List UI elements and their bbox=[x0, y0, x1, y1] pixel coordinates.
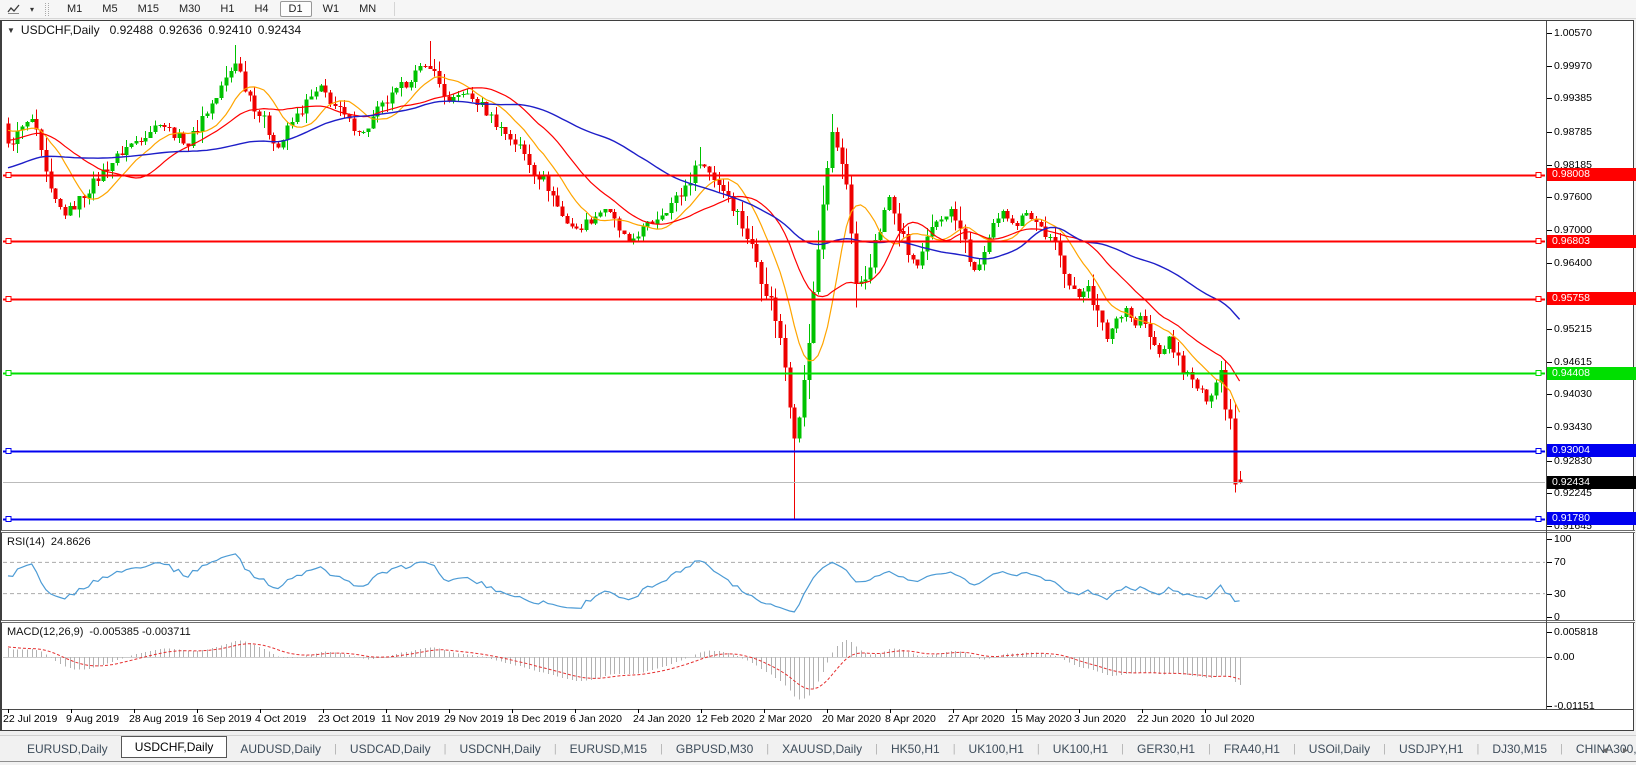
chart-tab-hk50-h1[interactable]: HK50,H1 bbox=[890, 741, 940, 756]
chart-tab-fra40-h1[interactable]: FRA40,H1 bbox=[1223, 741, 1280, 756]
chart-tab-china300-h4[interactable]: CHINA300,H4 bbox=[1575, 741, 1636, 756]
tabs-prev-icon[interactable]: ◄ bbox=[1600, 744, 1610, 755]
chart-tab-usdcad-daily[interactable]: USDCAD,Daily bbox=[349, 741, 431, 756]
timeframe-button-d1[interactable]: D1 bbox=[279, 1, 312, 17]
chart-tab-eurusd-daily[interactable]: EURUSD,Daily bbox=[27, 741, 108, 756]
tab-separator: | bbox=[1208, 742, 1211, 755]
tab-separator: | bbox=[443, 742, 447, 755]
candles bbox=[6, 40, 1243, 519]
rsi-plot bbox=[3, 553, 1545, 613]
chart-tab-ger30-h1[interactable]: GER30,H1 bbox=[1137, 741, 1196, 756]
timeframe-button-h1[interactable]: H1 bbox=[220, 3, 235, 15]
tabs-next-icon[interactable]: ► bbox=[1621, 744, 1630, 755]
window-bottom-gap bbox=[0, 731, 1636, 735]
timeframe-button-m5[interactable]: M5 bbox=[102, 3, 118, 15]
moving-averages bbox=[7, 76, 1241, 413]
chart-tab-uk100-h1[interactable]: UK100,H1 bbox=[968, 741, 1024, 756]
tab-separator: | bbox=[1476, 742, 1480, 755]
chart-tab-usoil-daily[interactable]: USOil,Daily bbox=[1308, 741, 1371, 756]
chart-tab-usdcnh-daily[interactable]: USDCNH,Daily bbox=[459, 741, 541, 756]
chart-tabs-bar: EURUSD,Daily USDCHF,Daily AUDUSD,Daily | USD… bbox=[0, 735, 1636, 762]
tab-separator: | bbox=[1121, 742, 1125, 755]
toolbar-grip[interactable] bbox=[45, 2, 50, 16]
timeframe-toolbar: ▾ M1 M5 M15 M30 H1 H4 D1 W1 MN bbox=[0, 0, 1636, 19]
chart-tab-uk100-h1[interactable]: UK100,H1 bbox=[1052, 741, 1109, 756]
chart-tool-icon[interactable] bbox=[3, 1, 25, 17]
macd-plot bbox=[3, 640, 1545, 700]
timeframe-button-w1[interactable]: W1 bbox=[322, 3, 340, 15]
chart-tab-xauusd-daily[interactable]: XAUUSD,Daily bbox=[782, 741, 863, 756]
tab-separator: | bbox=[334, 742, 337, 755]
tab-separator: | bbox=[660, 742, 663, 755]
tab-separator: | bbox=[875, 742, 878, 755]
tab-separator: | bbox=[1292, 742, 1296, 755]
tab-separator: | bbox=[766, 742, 770, 755]
chart-tab-usdjpy-h1[interactable]: USDJPY,H1 bbox=[1399, 741, 1464, 756]
timeframe-button-m30[interactable]: M30 bbox=[178, 3, 201, 15]
chart-tab-dj30-m15[interactable]: DJ30,M15 bbox=[1492, 741, 1548, 756]
level-lines[interactable] bbox=[3, 172, 1545, 522]
timeframe-button-m1[interactable]: M1 bbox=[67, 3, 83, 15]
tab-separator: | bbox=[952, 742, 956, 755]
chart-tab-audusd-daily[interactable]: AUDUSD,Daily bbox=[240, 741, 322, 756]
chart-tab-eurusd-m15[interactable]: EURUSD,M15 bbox=[569, 741, 648, 756]
chart-tab-usdchf-daily[interactable]: USDCHF,Daily bbox=[120, 735, 228, 758]
chart-tool-dropdown-caret[interactable]: ▾ bbox=[30, 4, 35, 14]
timeframe-button-h4[interactable]: H4 bbox=[254, 3, 269, 15]
timeframe-button-mn[interactable]: MN bbox=[359, 3, 377, 15]
tab-separator: | bbox=[1383, 742, 1386, 755]
tab-separator: | bbox=[1036, 742, 1040, 755]
timeframe-button-m15[interactable]: M15 bbox=[137, 3, 159, 15]
timeframe-buttons: M1 M5 M15 M30 H1 H4 D1 W1 MN bbox=[57, 1, 386, 17]
toolbar-separator bbox=[394, 2, 396, 16]
tab-separator: | bbox=[553, 742, 557, 755]
chart-tab-gbpusd-m30[interactable]: GBPUSD,M30 bbox=[675, 741, 754, 756]
tab-separator: | bbox=[1560, 742, 1563, 755]
